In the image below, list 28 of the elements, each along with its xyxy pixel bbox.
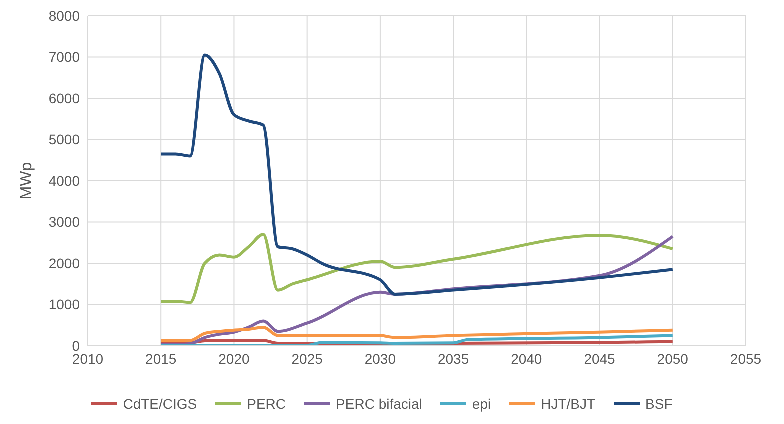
legend-label: epi xyxy=(472,396,492,412)
line-series xyxy=(160,326,674,342)
x-tick-label: 2020 xyxy=(218,350,250,367)
y-tick-label: 5000 xyxy=(48,132,80,148)
y-tick-label: 4000 xyxy=(48,172,80,189)
x-tick-label: 2055 xyxy=(730,350,762,367)
x-tick-label: 2045 xyxy=(584,350,616,367)
y-tick-label: 3000 xyxy=(48,214,80,230)
y-tick-label: 8000 xyxy=(48,8,80,24)
legend-label: CdTE/CIGS xyxy=(123,396,198,412)
x-tick-label: 2035 xyxy=(438,350,470,367)
x-tick-label: 2050 xyxy=(657,350,689,367)
legend-label: BSF xyxy=(646,396,673,412)
x-tick-label: 2025 xyxy=(292,350,324,367)
y-tick-label: 7000 xyxy=(48,49,80,66)
y-tick-label: 1000 xyxy=(48,296,80,313)
y-axis-title: MWp xyxy=(18,162,36,200)
y-tick-label: 2000 xyxy=(48,255,80,272)
line-series xyxy=(160,54,674,296)
legend-label: HJT/BJT xyxy=(541,396,596,412)
x-tick-label: 2015 xyxy=(146,350,177,367)
line-series xyxy=(160,334,674,346)
x-tick-label: 2040 xyxy=(511,350,542,367)
legend-label: PERC xyxy=(247,396,286,412)
line-series xyxy=(160,233,674,304)
legend-label: PERC bifacial xyxy=(336,396,422,412)
x-tick-label: 2030 xyxy=(364,350,396,367)
y-tick-label: 6000 xyxy=(48,90,80,106)
